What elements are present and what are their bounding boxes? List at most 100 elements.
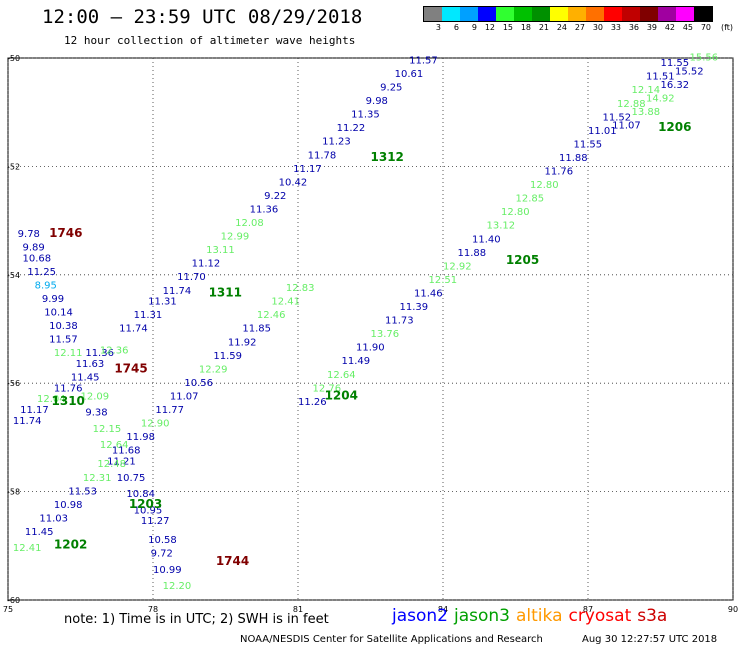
color-scale-swatch xyxy=(496,7,514,21)
y-tick-label: -60 xyxy=(7,596,20,605)
y-tick-label: -58 xyxy=(7,488,20,497)
wave-height-value: 11.03 xyxy=(39,513,68,524)
wave-height-value: 16.32 xyxy=(661,80,690,91)
wave-height-value: 10.38 xyxy=(49,321,78,332)
wave-height-value: 10.58 xyxy=(148,535,177,546)
y-tick-label: -52 xyxy=(7,162,20,171)
color-scale-swatch xyxy=(640,7,658,21)
color-scale-swatch xyxy=(604,7,622,21)
wave-height-value: 11.40 xyxy=(472,234,501,245)
wave-height-value: 9.22 xyxy=(264,191,286,202)
wave-height-value: 12.29 xyxy=(199,364,228,375)
wave-height-value: 9.38 xyxy=(85,408,107,419)
satellite-legend: jason2 jason3 altika cryosat s3a xyxy=(392,606,673,626)
x-tick-label: 87 xyxy=(583,605,593,614)
wave-height-value: 10.42 xyxy=(279,177,308,188)
wave-height-value: 13.11 xyxy=(206,245,235,256)
wave-height-value: 15.52 xyxy=(675,66,704,77)
satellite-label: altika xyxy=(516,606,563,626)
wave-height-value: 14.92 xyxy=(646,93,675,104)
color-scale-swatch xyxy=(694,7,712,21)
color-scale-labels: 3 6 9 12 15 18 21 24 27 30 33 36 39 42 45 70 xyxy=(423,23,711,32)
wave-height-value: 10.99 xyxy=(153,565,182,576)
color-scale-label: 39 xyxy=(646,23,657,32)
color-scale-swatch xyxy=(622,7,640,21)
wave-height-value: 12.15 xyxy=(93,424,122,435)
wave-height-value: 12.20 xyxy=(163,581,192,592)
wave-height-value: 10.61 xyxy=(395,69,424,80)
color-scale-swatch xyxy=(460,7,478,21)
wave-height-value: 9.25 xyxy=(380,83,402,94)
footer-date: Aug 30 12:27:57 UTC 2018 xyxy=(582,634,718,645)
wave-height-value: 11.55 xyxy=(574,139,603,150)
wave-height-value: 11.26 xyxy=(298,397,327,408)
pass-time-label: 1745 xyxy=(114,361,147,375)
color-scale-label: 9 xyxy=(471,23,477,32)
satellite-label: cryosat xyxy=(568,606,632,626)
wave-height-value: 11.63 xyxy=(76,359,105,370)
color-scale-swatch xyxy=(514,7,532,21)
wave-height-value: 12.36 xyxy=(100,345,129,356)
wave-height-value: 10.95 xyxy=(134,505,163,516)
wave-height-value: 11.46 xyxy=(414,288,443,299)
wave-height-value: 11.70 xyxy=(177,272,206,283)
wave-height-value: 12.48 xyxy=(97,459,126,470)
color-scale-label: 27 xyxy=(574,23,585,32)
x-tick-label: 81 xyxy=(293,605,303,614)
wave-height-value: 12.90 xyxy=(141,419,170,430)
wave-height-value: 12.41 xyxy=(271,297,300,308)
color-scale-label: 6 xyxy=(453,23,459,32)
wave-height-value: 12.80 xyxy=(530,180,559,191)
wave-height-value: 12.88 xyxy=(617,99,646,110)
footer-note: note: 1) Time is in UTC; 2) SWH is in fe… xyxy=(64,612,329,627)
pass-time-label: 1310 xyxy=(52,394,85,408)
wave-height-value: 11.36 xyxy=(85,348,114,359)
color-scale-label: 70 xyxy=(700,23,711,32)
pass-time-label: 1203 xyxy=(129,497,162,511)
wave-height-value: 9.78 xyxy=(18,229,40,240)
wave-height-value: 13.88 xyxy=(632,107,661,118)
wave-height-value: 11.07 xyxy=(612,120,641,131)
plot-frame xyxy=(7,57,734,601)
wave-height-value: 12.83 xyxy=(286,283,315,294)
wave-height-value: 11.74 xyxy=(163,286,192,297)
pass-time-label: 1202 xyxy=(54,538,87,552)
wave-height-value: 11.78 xyxy=(308,150,337,161)
wave-height-value: 12.92 xyxy=(443,261,472,272)
color-scale-label: 18 xyxy=(520,23,531,32)
satellite-label: s3a xyxy=(637,606,668,626)
wave-height-value: 10.98 xyxy=(54,500,83,511)
color-scale-label: 30 xyxy=(592,23,603,32)
wave-height-value: 12.51 xyxy=(429,275,458,286)
wave-height-value: 11.59 xyxy=(213,351,242,362)
wave-height-value: 11.17 xyxy=(293,164,322,175)
satellite-label: jason3 xyxy=(454,606,510,626)
wave-height-value: 11.88 xyxy=(458,248,487,259)
wave-height-value: 11.31 xyxy=(134,310,163,321)
color-scale-label: 33 xyxy=(610,23,621,32)
color-scale-swatch xyxy=(568,7,586,21)
color-scale-label: 24 xyxy=(556,23,567,32)
wave-height-value: 11.98 xyxy=(126,432,155,443)
wave-height-value: 11.27 xyxy=(141,516,170,527)
wave-height-value: 11.25 xyxy=(27,267,56,278)
x-tick-label: 90 xyxy=(728,605,738,614)
wave-height-value: 13.76 xyxy=(371,329,400,340)
color-scale-unit: (ft) xyxy=(721,23,734,32)
pass-time-label: 1312 xyxy=(371,150,404,164)
wave-height-value: 12.31 xyxy=(83,473,112,484)
wave-height-value: 11.39 xyxy=(400,302,429,313)
wave-height-value: 12.04 xyxy=(37,394,66,405)
wave-height-value: 15.56 xyxy=(690,53,719,64)
wave-height-value: 12.64 xyxy=(327,370,356,381)
wave-height-value: 11.31 xyxy=(148,297,177,308)
wave-height-value: 11.49 xyxy=(342,356,371,367)
pass-time-label: 1205 xyxy=(506,253,539,267)
wave-height-value: 8.95 xyxy=(35,280,57,291)
wave-height-value: 11.21 xyxy=(107,457,136,468)
wave-height-value: 11.22 xyxy=(337,123,366,134)
wave-height-value: 11.35 xyxy=(351,110,380,121)
wave-height-value: 12.14 xyxy=(632,85,661,96)
